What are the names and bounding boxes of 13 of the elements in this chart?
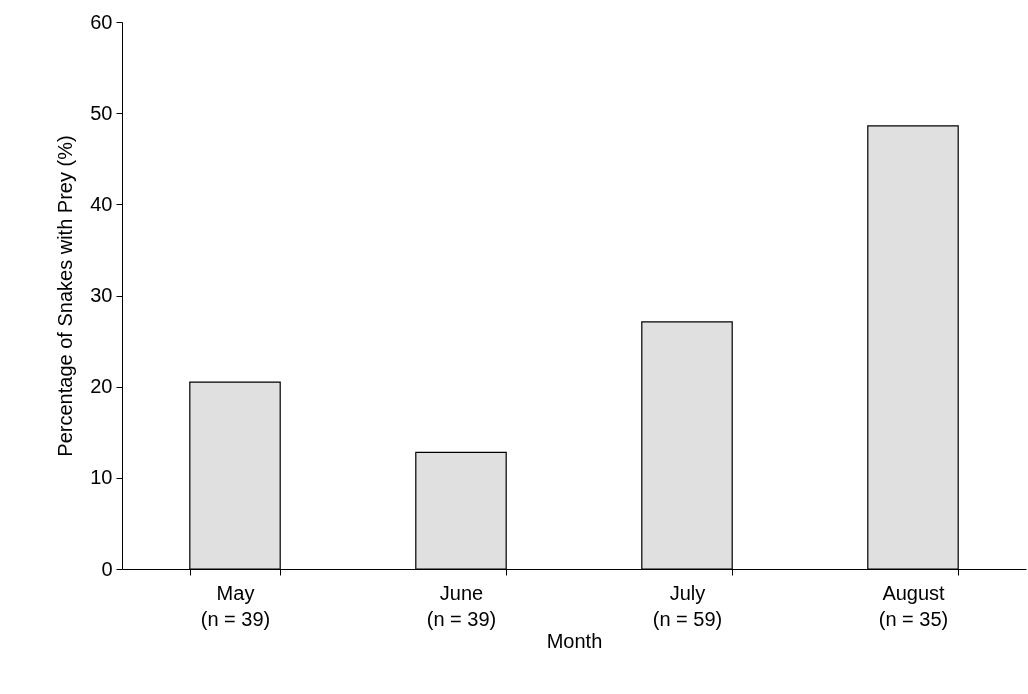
x-tick-label: June (n = 39) [426, 581, 497, 630]
y-tick-label: 60 [90, 10, 113, 33]
x-tick-label: August (n = 35) [878, 581, 949, 630]
x-tick-label: July (n = 59) [652, 581, 723, 630]
y-tick-label: 20 [90, 375, 113, 398]
y-tick-label: 10 [90, 466, 113, 489]
y-tick-label: 0 [101, 557, 113, 580]
x-tick-label: May (n = 39) [200, 581, 271, 630]
y-axis-title: Percentage of Snakes with Prey (%) [54, 135, 77, 457]
y-tick-label: 40 [90, 192, 113, 215]
y-tick-label: 50 [90, 101, 113, 124]
x-axis-title: Month [546, 629, 603, 652]
y-tick-label: 30 [90, 284, 113, 306]
